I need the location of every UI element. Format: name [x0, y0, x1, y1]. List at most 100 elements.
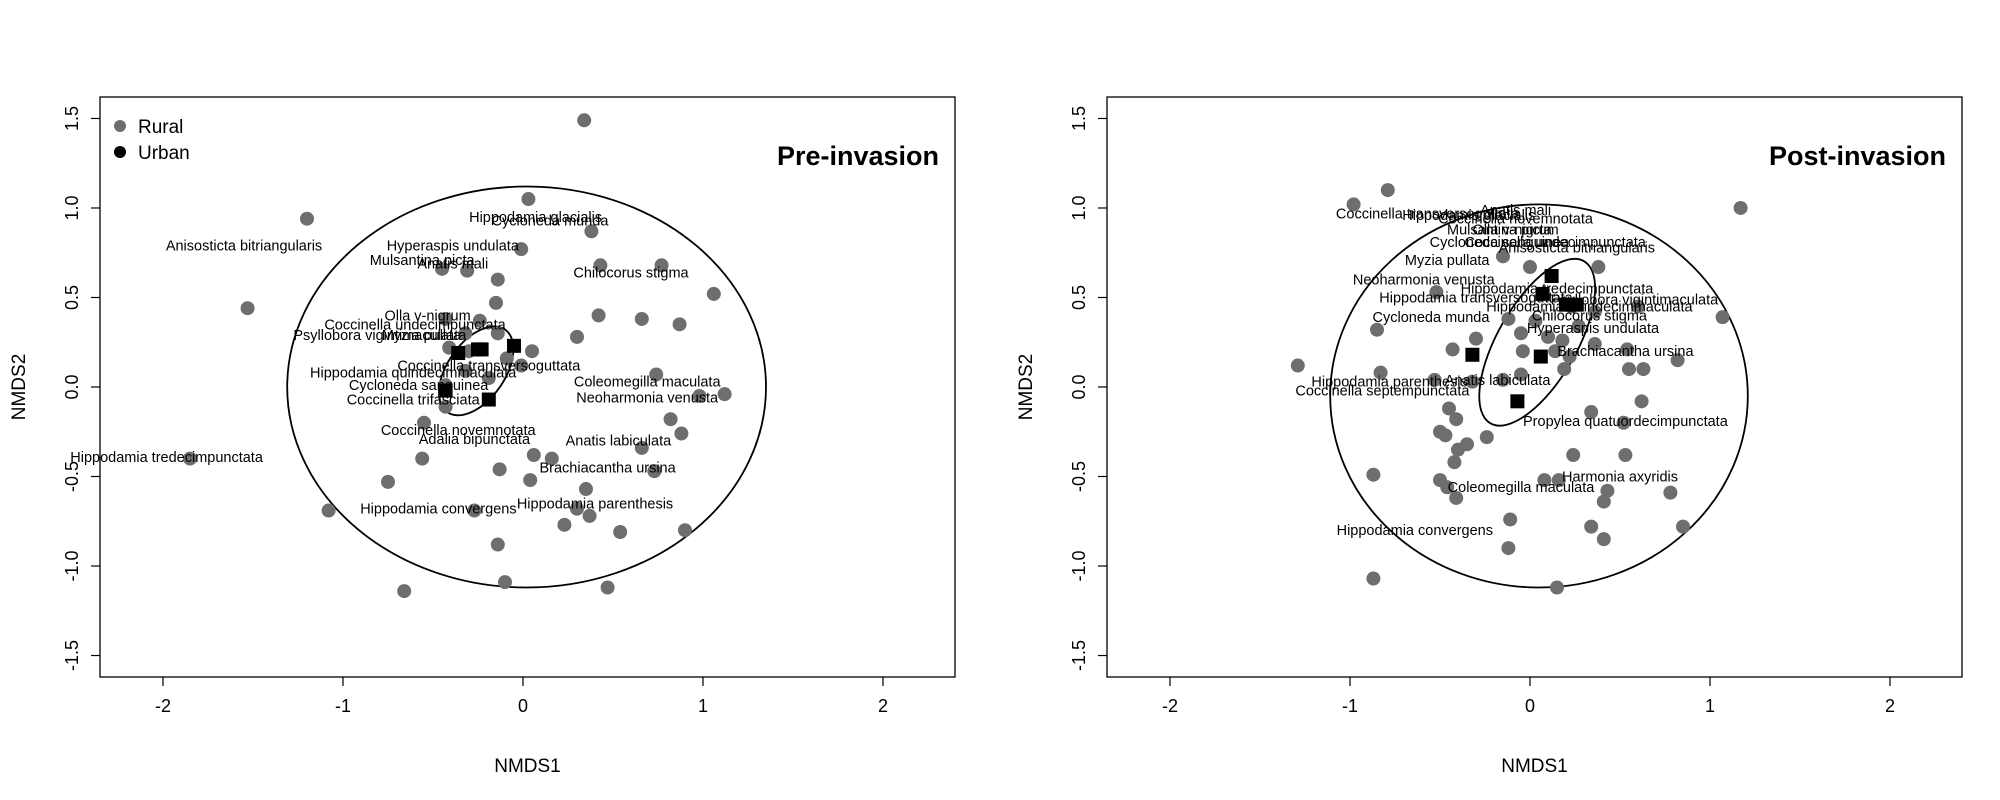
species-label: Hippodamia convergens [360, 502, 516, 518]
species-label: Myzia pullata [1405, 253, 1491, 269]
rural-point [1618, 448, 1633, 463]
species-label: Anatis mali [1480, 203, 1551, 219]
species-label: Psyllobora vigintimaculata [1551, 292, 1720, 308]
rural-point [1587, 337, 1602, 352]
rural-point [1616, 415, 1631, 430]
species-label: Hippodamia tredecimpunctata [70, 450, 264, 466]
species-label: Coccinella novemnotata [1438, 212, 1594, 228]
species-label: Coccinella transversoguttata [1336, 206, 1520, 222]
urban-point [507, 338, 521, 353]
chart-title: Pre-invasion [777, 141, 939, 171]
species-label: Brachiacantha ursina [1557, 344, 1694, 360]
rural-point [1557, 362, 1572, 377]
rural-point [1380, 183, 1395, 198]
rural-point [1366, 467, 1381, 482]
rural-point [300, 211, 314, 226]
ellipse-rural [1329, 203, 1749, 589]
ellipse-rural [286, 185, 767, 589]
rural-point [1591, 260, 1606, 275]
rural-point [490, 272, 505, 287]
rural-point [1501, 541, 1516, 556]
rural-point [467, 503, 482, 518]
species-label: Hippodamia convergens [1337, 523, 1493, 539]
species-label: Cycloneda munda [1373, 310, 1491, 326]
species-label: Coccinella trifasciata [347, 393, 481, 409]
species-label: Adalia bipunctata [419, 432, 531, 448]
y-tick-label: -0.5 [1069, 461, 1089, 492]
rural-point [458, 363, 473, 378]
y-tick-label: 0.0 [1069, 374, 1089, 399]
rural-point [634, 440, 649, 455]
chart-title: Post-invasion [1769, 141, 1946, 171]
rural-point [674, 426, 689, 441]
rural-point [1622, 362, 1636, 377]
y-axis-label: NMDS2 [1016, 354, 1037, 421]
species-label: Anatis labiculata [1445, 373, 1552, 389]
rural-point [492, 462, 507, 477]
rural-point [490, 326, 505, 341]
species-label: Coleomegilla maculata [1448, 480, 1596, 496]
species-label: Cycloneda munda [492, 214, 610, 230]
y-tick-label: 0.0 [62, 374, 82, 399]
rural-point [1523, 260, 1537, 275]
y-axis-label: NMDS2 [9, 354, 30, 421]
rural-point [489, 295, 503, 310]
rural-point [1514, 367, 1528, 382]
rural-point [397, 584, 412, 599]
species-label: Anisosticta bitriangularis [166, 239, 322, 255]
urban-point [438, 383, 453, 398]
rural-point [1587, 304, 1602, 319]
rural-point [526, 448, 541, 463]
rural-point [1584, 405, 1599, 420]
species-label: Coccinella undecimpunctata [324, 317, 506, 333]
legend-marker-urban [114, 146, 126, 158]
species-label: Neoharmonia venusta [576, 391, 719, 407]
rural-point [654, 258, 669, 273]
rural-point [1496, 372, 1510, 387]
rural-point [1634, 394, 1649, 409]
rural-point [1447, 455, 1462, 470]
rural-point [438, 399, 453, 414]
rural-point [525, 344, 539, 359]
x-tick-label: 1 [1705, 696, 1715, 716]
x-tick-label: 1 [698, 696, 708, 716]
species-label: Cycloneda sanguinea [1430, 235, 1570, 251]
rural-point [544, 451, 559, 466]
rural-point [1290, 358, 1305, 373]
legend-label-rural: Rural [138, 117, 183, 138]
rural-point [647, 464, 662, 479]
rural-point [1429, 285, 1444, 300]
species-label: Hippodamia quindecimmaculata [310, 366, 517, 382]
rural-point [1670, 353, 1685, 368]
rural-point [672, 317, 687, 332]
species-label: Mulsantina picta [1447, 222, 1553, 238]
species-label: Propylea quatuordecimpunctata [1523, 414, 1729, 430]
x-axis-label: NMDS1 [1501, 756, 1568, 777]
rural-point [634, 311, 649, 326]
rural-point [1636, 362, 1651, 377]
x-tick-label: 0 [518, 696, 528, 716]
rural-point [1496, 249, 1510, 264]
chart-panel-1: -2 -1 0 1 2 -1.5 -1.0 -0.5 0.0 0.5 1.0 1.5 NMDS1 NMDS… [1016, 96, 1963, 777]
rural-point [678, 523, 692, 538]
species-label: Hippodamia glacialis [469, 210, 602, 226]
rural-point [584, 224, 599, 239]
rural-point [499, 351, 514, 366]
rural-point [591, 308, 606, 323]
rural-point [1427, 372, 1442, 387]
species-label: Neoharmonia venusta [1353, 273, 1496, 289]
rural-point [1528, 313, 1543, 328]
rural-point [415, 451, 430, 466]
urban-point [481, 392, 496, 407]
urban-point [1569, 297, 1584, 312]
species-label: Chilocorus stigma [573, 265, 689, 281]
species-label: Hippodamia quindecimmaculata [1486, 299, 1693, 315]
rural-point [570, 501, 584, 516]
rural-point [472, 313, 487, 328]
species-label: Anatis labiculata [566, 434, 673, 450]
rural-point [1373, 365, 1388, 380]
rural-point [381, 474, 395, 489]
urban-point [1559, 297, 1573, 312]
rural-point [1715, 310, 1730, 325]
